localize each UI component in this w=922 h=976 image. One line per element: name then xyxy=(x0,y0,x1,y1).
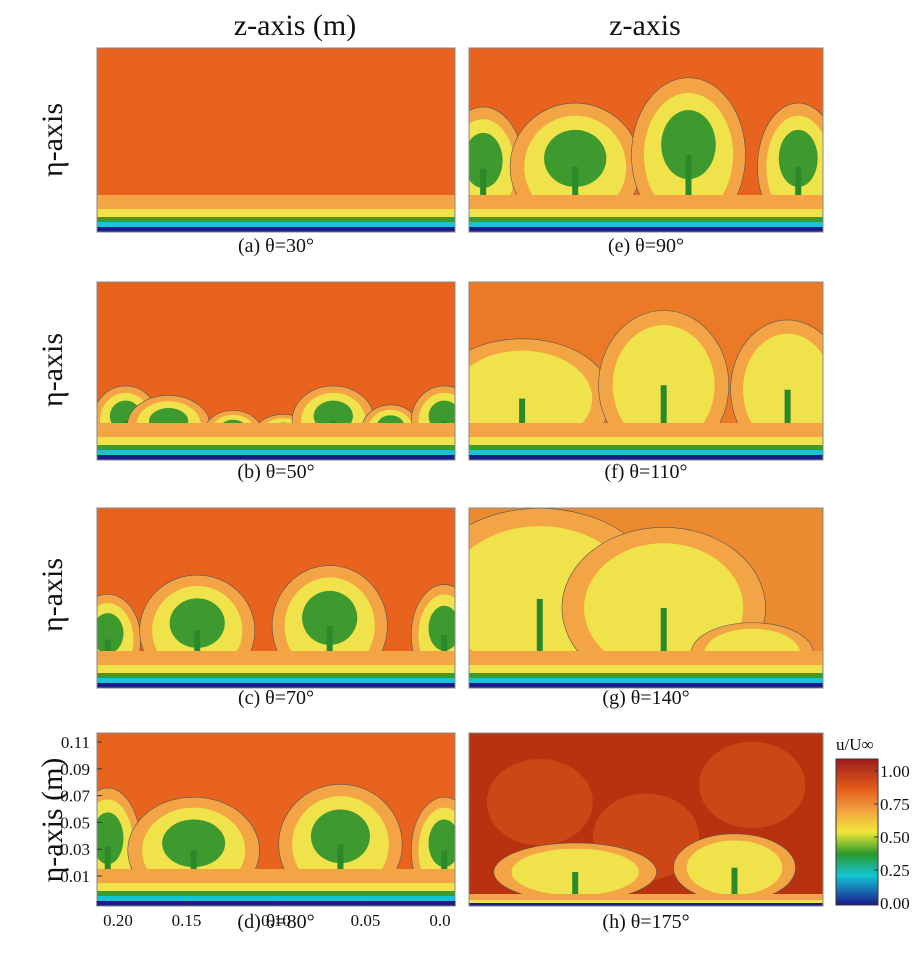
y-tick-label: 0.03 xyxy=(60,840,90,859)
boundary-layer xyxy=(469,227,823,232)
y-tick-label: 0.01 xyxy=(60,867,90,886)
panel xyxy=(96,47,456,233)
colorbar xyxy=(835,758,879,906)
contour-green xyxy=(661,110,716,180)
panel-caption: (b) θ=50° xyxy=(237,461,314,483)
stem xyxy=(660,385,667,460)
panel-frame xyxy=(468,507,824,689)
panel-content xyxy=(97,508,455,688)
x-tick-label: 0.10 xyxy=(261,911,291,930)
contour-green xyxy=(162,819,226,868)
panel xyxy=(96,507,456,689)
colorbar-tick-label: 1.00 xyxy=(880,762,910,781)
panel-caption: (d) θ=80° xyxy=(237,911,314,933)
flow-region xyxy=(486,758,593,846)
contour-green xyxy=(428,819,455,868)
panel-content xyxy=(97,48,455,232)
stem xyxy=(685,155,692,232)
contour-yellow xyxy=(469,350,593,447)
stem xyxy=(731,867,738,906)
panel-content xyxy=(469,282,823,460)
panel-content xyxy=(97,733,455,906)
panel xyxy=(468,732,824,907)
panel-content xyxy=(469,733,823,906)
panel-caption: (h) θ=175° xyxy=(602,911,689,933)
row-label: η-axis xyxy=(36,558,69,632)
panel-frame xyxy=(468,281,824,461)
contour-green xyxy=(169,598,225,648)
contour-green xyxy=(469,132,503,189)
colorbar-tick-label: 0.75 xyxy=(880,795,910,814)
boundary-layer xyxy=(97,683,455,688)
stem xyxy=(660,608,667,688)
panel-content xyxy=(469,48,823,232)
column-title: z-axis (m) xyxy=(234,9,356,42)
stem xyxy=(536,599,543,688)
contour-green xyxy=(97,613,124,654)
y-tick-label: 0.07 xyxy=(60,787,90,806)
boundary-layer xyxy=(97,455,455,460)
panel-frame xyxy=(96,281,456,461)
panel-caption: (e) θ=90° xyxy=(608,235,684,257)
panel-frame xyxy=(96,47,456,233)
x-tick-label: 0.20 xyxy=(103,911,133,930)
panel xyxy=(96,281,456,461)
boundary-layer xyxy=(469,903,823,906)
panel-frame xyxy=(468,732,824,907)
contour-yellow xyxy=(743,333,823,446)
boundary-layer xyxy=(97,227,455,232)
panel xyxy=(468,281,824,461)
panel-caption: (f) θ=110° xyxy=(604,461,687,483)
contour-green xyxy=(428,605,455,651)
panel-content xyxy=(469,508,823,688)
flow-region xyxy=(699,741,806,829)
panel-caption: (g) θ=140° xyxy=(602,687,689,709)
y-tick-label: 0.05 xyxy=(60,813,90,832)
panel xyxy=(468,47,824,233)
panel-content xyxy=(97,282,455,460)
contour-green xyxy=(778,129,818,187)
y-tick-label: 0.11 xyxy=(61,733,90,752)
boundary-layer xyxy=(469,455,823,460)
row-label: η-axis xyxy=(36,333,69,407)
panel-caption: (a) θ=30° xyxy=(238,235,314,257)
panel-caption: (c) θ=70° xyxy=(238,687,314,709)
panel-frame xyxy=(468,47,824,233)
column-title: z-axis xyxy=(609,9,681,42)
y-tick-label: 0.09 xyxy=(60,760,90,779)
colorbar-tick-label: 0.25 xyxy=(880,861,910,880)
boundary-layer xyxy=(469,683,823,688)
colorbar-label: u/U∞ xyxy=(836,735,874,754)
contour-green xyxy=(97,812,124,865)
colorbar-tick-label: 0.50 xyxy=(880,828,910,847)
colorbar-tick-label: 0.00 xyxy=(880,894,910,913)
x-tick-label: 0.15 xyxy=(172,911,202,930)
x-tick-label: 0.0 xyxy=(429,911,450,930)
row-label: η-axis xyxy=(36,103,69,177)
contour-green xyxy=(544,129,607,187)
row-label: η-axis (m) xyxy=(36,758,69,883)
panel-frame xyxy=(96,507,456,689)
x-tick-label: 0.05 xyxy=(351,911,381,930)
panel xyxy=(468,507,824,689)
panel xyxy=(96,732,456,907)
contour-green xyxy=(310,809,370,864)
contour-green xyxy=(302,590,358,645)
stem xyxy=(572,872,579,906)
